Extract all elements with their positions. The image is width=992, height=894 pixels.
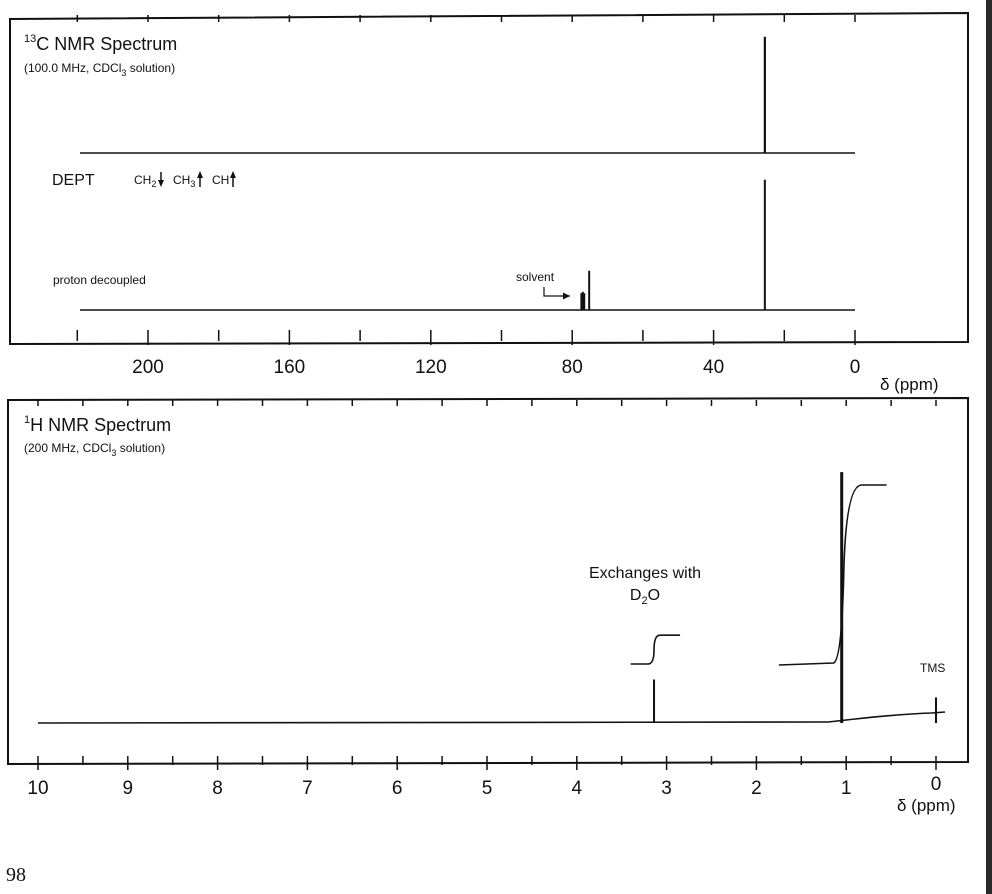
solvent-arrow-icon: [543, 287, 570, 297]
c13-panel: 13C NMR Spectrum (100.0 MHz, CDCl3 solut…: [9, 11, 969, 394]
h1-tick-label: 5: [482, 778, 493, 799]
exchange-note-line2: D2O: [630, 587, 660, 607]
h1-tick-label: 2: [751, 778, 762, 799]
dept-label: DEPT: [52, 172, 95, 189]
h1-xlabel: δ (ppm): [897, 796, 956, 815]
dept-legend: CH2 CH3 CH: [134, 171, 236, 189]
dept-legend-entry: CH: [212, 173, 229, 187]
c13-panel-frame: [9, 11, 969, 346]
exchange-note-line1: Exchanges with: [589, 565, 701, 582]
page-edge-shadow: [986, 0, 992, 894]
arrowhead-down-icon: [158, 180, 164, 187]
c13-tick-label: 0: [850, 357, 861, 378]
h1-integral-curve: [630, 634, 681, 665]
h1-panel-frame: [7, 396, 969, 766]
h1-title: 1H NMR Spectrum: [24, 414, 171, 435]
c13-title: 13C NMR Spectrum: [24, 33, 177, 54]
h1-subtitle: (200 MHz, CDCl3 solution): [24, 441, 165, 458]
h1-tick-label: 0: [931, 774, 942, 795]
arrowhead-up-icon: [230, 171, 236, 178]
h1-tick-label: 10: [27, 778, 48, 799]
h1-tick-label: 9: [123, 778, 134, 799]
solvent-label: solvent: [516, 270, 555, 284]
h1-axis-ticks: [37, 400, 937, 770]
c13-tick-label: 160: [274, 357, 306, 378]
h1-tick-label: 8: [212, 778, 223, 799]
arrowhead-up-icon: [197, 171, 203, 178]
dept-legend-entry: CH3: [173, 173, 195, 189]
h1-baseline: [37, 711, 946, 724]
c13-axis-tick-labels: 200 160 120 80 40 0: [132, 357, 860, 378]
h1-tick-label: 4: [572, 778, 583, 799]
h1-integrals: [630, 484, 887, 666]
c13-tick-label: 200: [132, 357, 164, 378]
h1-trace: [37, 472, 946, 724]
h1-panel: 1H NMR Spectrum (200 MHz, CDCl3 solution…: [7, 396, 969, 815]
tms-label: TMS: [920, 661, 945, 675]
h1-tick-label: 3: [661, 778, 672, 799]
h1-tick-label: 6: [392, 778, 403, 799]
c13-tick-label: 120: [415, 357, 447, 378]
h1-tick-label: 7: [302, 778, 313, 799]
h1-tick-label: 1: [841, 778, 852, 799]
h1-axis-tick-labels: 10 9 8 7 6 5 4 3 2 1 0: [27, 774, 941, 799]
dept-legend-entry: CH2: [134, 173, 156, 189]
decoupled-label: proton decoupled: [53, 273, 146, 287]
h1-integral-curve: [778, 484, 887, 666]
page-number: 98: [6, 864, 26, 886]
decoupled-peaks: [580, 179, 766, 310]
solvent-arrowhead-icon: [563, 292, 570, 300]
c13-axis-ticks: [76, 15, 856, 345]
c13-xlabel: δ (ppm): [880, 375, 939, 394]
c13-tick-label: 80: [562, 357, 583, 378]
c13-tick-label: 40: [703, 357, 724, 378]
c13-subtitle: (100.0 MHz, CDCl3 solution): [24, 61, 175, 78]
